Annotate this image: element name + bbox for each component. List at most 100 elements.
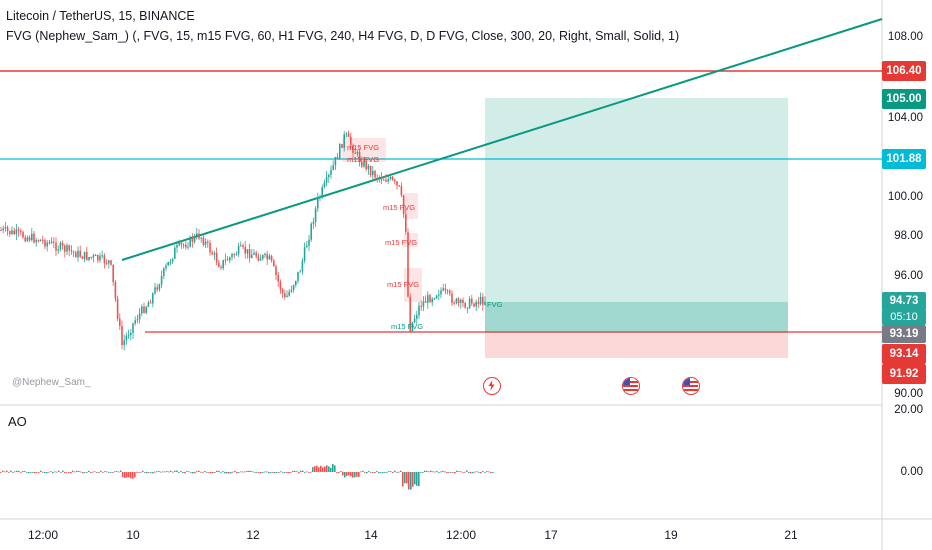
candle-body	[251, 254, 253, 259]
candle-body	[442, 288, 444, 291]
candle-body	[112, 264, 114, 283]
fvg-box	[404, 193, 418, 219]
candle-body	[24, 237, 26, 242]
ao-bar	[54, 471, 56, 473]
ao-bar	[108, 472, 110, 473]
ao-bar	[322, 467, 324, 472]
candle-body	[211, 252, 213, 255]
ao-bar	[390, 471, 392, 473]
ao-bar	[218, 470, 220, 472]
ao-bar	[252, 471, 254, 473]
ao-bar	[422, 471, 424, 473]
ao-bar	[42, 471, 44, 473]
ao-bar	[80, 471, 82, 473]
candle-body	[220, 266, 222, 269]
ao-bar	[492, 472, 494, 473]
ao-bar	[386, 471, 388, 473]
ao-bar	[340, 471, 342, 472]
candle-body	[26, 237, 29, 242]
candle-body	[378, 177, 381, 179]
ao-bar	[332, 464, 334, 472]
ao-bar	[448, 471, 450, 473]
candle-body	[484, 301, 486, 305]
fvg-label: m15 FVG	[383, 203, 415, 212]
indicator-legend[interactable]: FVG (Nephew_Sam_) (, FVG, 15, m15 FVG, 6…	[6, 29, 680, 43]
ao-bar	[434, 471, 436, 473]
candle-body	[79, 250, 81, 257]
ao-bar	[450, 472, 452, 473]
ao-bar	[428, 471, 430, 473]
ao-bar	[222, 471, 224, 472]
candle-body	[101, 255, 103, 257]
candle-body	[345, 133, 348, 135]
ao-bar	[232, 471, 234, 473]
ao-bar	[280, 471, 282, 473]
candle-body	[215, 253, 218, 263]
candle-body	[391, 176, 394, 181]
ao-bar	[354, 472, 356, 478]
ao-bar	[436, 471, 438, 472]
ao-bar	[98, 472, 100, 473]
candle-body	[396, 181, 398, 186]
candle-body	[50, 241, 53, 244]
us-flag-icon[interactable]	[622, 377, 640, 395]
ao-bar	[46, 472, 48, 473]
candle-body	[46, 242, 48, 247]
ao-bar	[16, 470, 18, 472]
ao-bar	[484, 472, 486, 473]
time-tick: 10	[126, 528, 140, 542]
us-flag-icon[interactable]	[682, 377, 700, 395]
ao-bar	[274, 472, 276, 474]
ao-bar	[216, 470, 218, 472]
ao-bar	[48, 471, 50, 473]
ao-bar	[148, 472, 150, 473]
lightning-icon[interactable]	[483, 377, 501, 395]
candle-body	[33, 233, 35, 243]
time-tick: 17	[544, 528, 558, 542]
candle-body	[385, 179, 387, 182]
ao-bar	[212, 472, 214, 474]
candle-body	[77, 250, 79, 258]
price-tag-target: 105.00	[882, 89, 926, 109]
candle-body	[204, 241, 207, 245]
ao-bar	[86, 471, 88, 473]
long-position-stop-zone[interactable]	[485, 333, 788, 358]
ao-bar	[302, 470, 304, 472]
candle-body	[244, 246, 246, 254]
candle-body	[350, 136, 352, 146]
ao-bar	[188, 471, 190, 473]
candle-body	[319, 196, 321, 198]
price-tag-resistance: 106.40	[882, 61, 926, 81]
symbol-title[interactable]: Litecoin / TetherUS, 15, BINANCE	[6, 9, 195, 23]
ao-bar	[306, 471, 308, 473]
ao-bar	[452, 472, 454, 473]
fvg-label: m15 FVG	[385, 238, 417, 247]
long-position-target-zone[interactable]	[485, 98, 788, 302]
ao-bar	[142, 470, 144, 472]
ao-bar	[400, 470, 402, 472]
ao-bar	[270, 472, 272, 473]
candle-body	[167, 261, 169, 266]
trend-line[interactable]	[121, 18, 883, 261]
ao-bar	[124, 472, 126, 478]
candle-body	[334, 156, 337, 166]
candle-body	[229, 257, 231, 261]
ao-bar	[342, 472, 344, 476]
candle-body	[116, 298, 119, 319]
candle-body	[72, 251, 75, 253]
candle-body	[387, 179, 389, 182]
candle-body	[328, 174, 330, 178]
ao-bar	[184, 472, 186, 474]
ao-bar	[476, 471, 478, 473]
price-tick: 98.00	[894, 230, 923, 242]
candle-body	[303, 247, 306, 261]
candle-body	[295, 280, 297, 286]
ao-title[interactable]: AO	[8, 414, 27, 429]
candle-body	[0, 230, 2, 231]
long-position-active-zone[interactable]	[485, 302, 788, 333]
candle-body	[48, 242, 51, 244]
ao-bar	[4, 471, 6, 473]
ao-bar	[220, 472, 222, 473]
ao-bar	[92, 471, 94, 473]
